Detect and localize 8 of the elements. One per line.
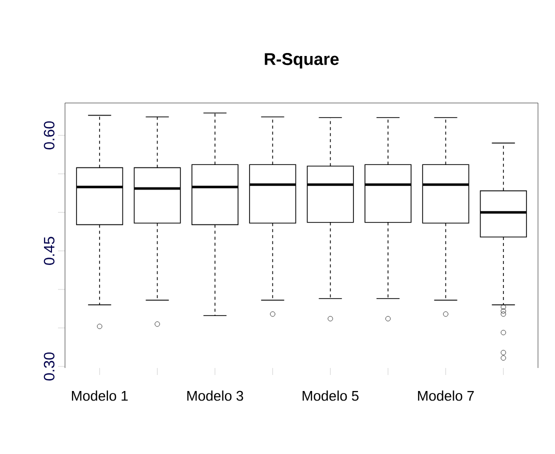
x-tick-label: Modelo 5	[302, 390, 359, 401]
chart-title: R-Square	[264, 53, 339, 68]
y-tick-label: 0.30	[44, 352, 54, 380]
y-tick-label: 0.60	[44, 121, 54, 150]
x-tick-label: Modelo 1	[72, 390, 128, 401]
y-tick-label: 0.45	[44, 236, 54, 265]
x-tick-label: Modelo 3	[187, 390, 244, 401]
x-tick-label: Modelo 7	[418, 390, 474, 401]
